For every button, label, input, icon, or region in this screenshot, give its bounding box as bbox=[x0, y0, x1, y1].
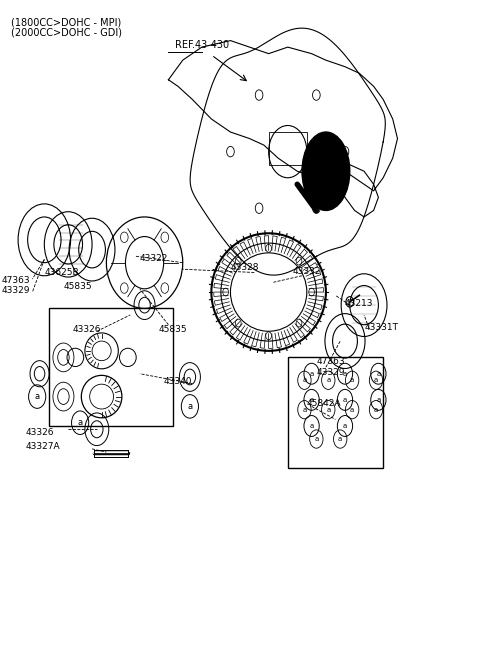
Text: 47363
43329: 47363 43329 bbox=[1, 276, 30, 295]
Text: a: a bbox=[310, 371, 314, 377]
Text: 43340: 43340 bbox=[164, 377, 192, 386]
Text: a: a bbox=[350, 377, 354, 383]
Text: REF.43-430: REF.43-430 bbox=[175, 41, 229, 51]
Text: 47363
43329: 47363 43329 bbox=[316, 358, 345, 377]
Bar bbox=[49, 308, 173, 426]
Text: a: a bbox=[374, 407, 378, 413]
Text: 43326: 43326 bbox=[25, 428, 54, 437]
Text: a: a bbox=[374, 377, 378, 383]
Text: a: a bbox=[314, 436, 319, 442]
Text: 43327A: 43327A bbox=[25, 442, 60, 451]
Circle shape bbox=[346, 297, 354, 307]
Text: 43213: 43213 bbox=[345, 299, 373, 308]
Text: a: a bbox=[326, 407, 330, 413]
Text: (2000CC>DOHC - GDI): (2000CC>DOHC - GDI) bbox=[11, 28, 122, 37]
Text: a: a bbox=[350, 407, 354, 413]
Text: 43322: 43322 bbox=[140, 254, 168, 262]
Text: a: a bbox=[343, 371, 347, 377]
Text: 45842A: 45842A bbox=[307, 399, 341, 407]
Text: 43326: 43326 bbox=[73, 325, 101, 334]
Text: a: a bbox=[187, 402, 192, 411]
Text: 43332: 43332 bbox=[292, 267, 321, 276]
Bar bbox=[288, 358, 383, 468]
Text: a: a bbox=[376, 397, 381, 403]
Text: 43625B: 43625B bbox=[44, 268, 79, 277]
Text: a: a bbox=[326, 377, 330, 383]
Text: 45835: 45835 bbox=[63, 282, 92, 291]
Text: a: a bbox=[310, 397, 314, 403]
Text: 43331T: 43331T bbox=[364, 323, 398, 333]
Text: a: a bbox=[302, 407, 307, 413]
Text: a: a bbox=[376, 371, 381, 377]
Text: 43328: 43328 bbox=[230, 264, 259, 272]
Text: 45835: 45835 bbox=[159, 325, 188, 334]
Text: a: a bbox=[343, 423, 347, 429]
Text: a: a bbox=[343, 397, 347, 403]
Text: a: a bbox=[78, 419, 83, 427]
Text: (1800CC>DOHC - MPI): (1800CC>DOHC - MPI) bbox=[11, 18, 121, 28]
Text: a: a bbox=[310, 423, 314, 429]
Text: a: a bbox=[35, 392, 40, 401]
Ellipse shape bbox=[302, 132, 350, 211]
Bar bbox=[269, 132, 307, 165]
Text: a: a bbox=[302, 377, 307, 383]
Text: a: a bbox=[338, 436, 342, 442]
